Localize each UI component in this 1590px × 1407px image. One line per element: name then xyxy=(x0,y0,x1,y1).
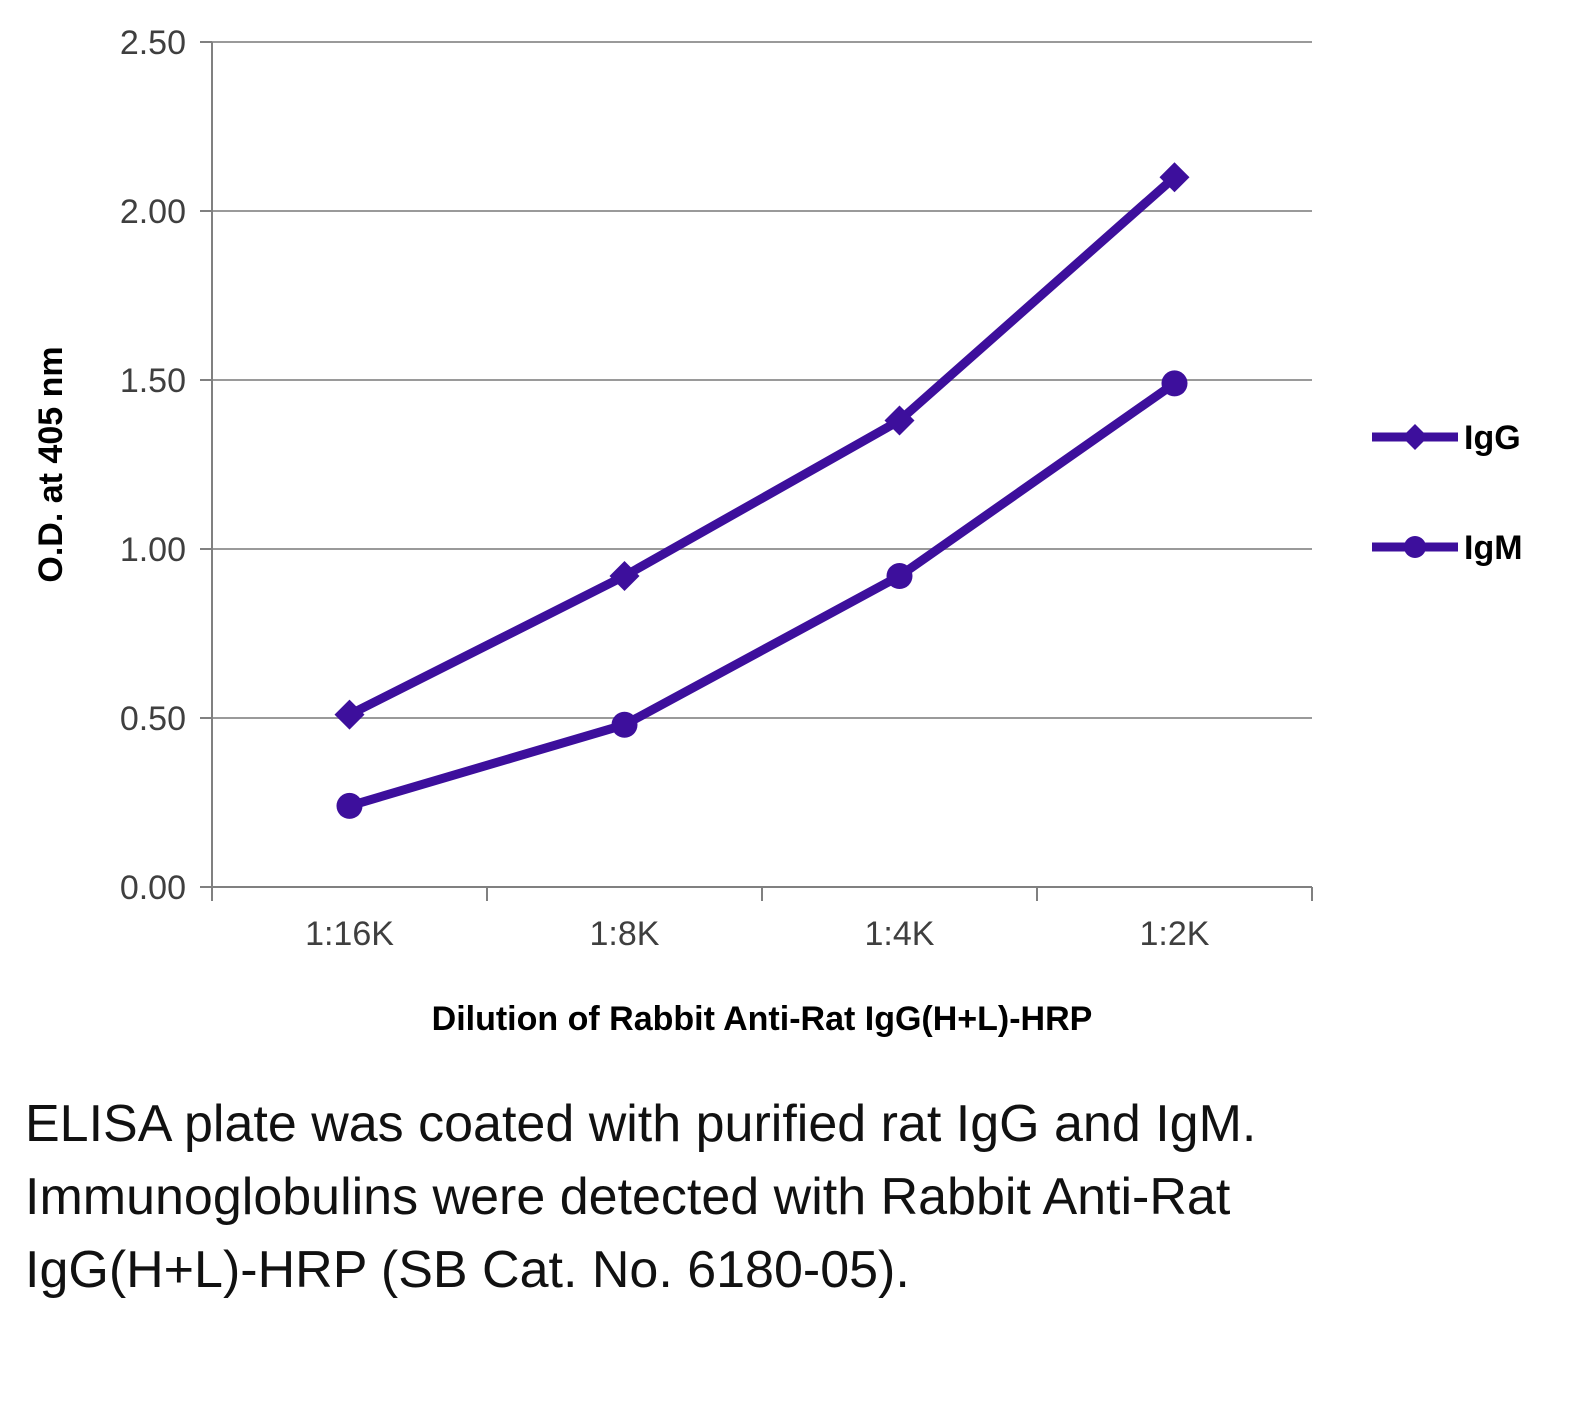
circle-marker-icon xyxy=(886,563,913,590)
diamond-marker-icon xyxy=(1402,424,1428,450)
circle-marker-icon xyxy=(1161,370,1188,397)
y-tick-label: 2.50 xyxy=(120,24,186,62)
y-tick-label: 1.00 xyxy=(120,531,186,569)
figure-caption: ELISA plate was coated with purified rat… xyxy=(25,1095,1286,1299)
x-tick-label: 1:2K xyxy=(1140,915,1210,953)
legend-label-igg: IgG xyxy=(1464,419,1521,457)
y-tick-label: 1.50 xyxy=(120,362,186,400)
circle-marker-icon xyxy=(336,792,363,819)
y-axis-title: O.D. at 405 nm xyxy=(32,346,70,582)
y-tick-label: 0.50 xyxy=(120,700,186,738)
y-tick-label: 0.00 xyxy=(120,869,186,907)
elisa-line-chart: 0.00 0.50 1.00 1.50 2.00 2.50 1:16K 1:8K 1:4K 1:2… xyxy=(32,24,1523,1038)
y-tick-label: 2.00 xyxy=(120,193,186,231)
diamond-marker-icon xyxy=(1159,162,1190,193)
x-tick-label: 1:4K xyxy=(865,915,935,953)
legend-label-igm: IgM xyxy=(1464,529,1523,567)
x-tick-label: 1:8K xyxy=(590,915,660,953)
diamond-marker-icon xyxy=(334,699,365,730)
series-line-igm xyxy=(345,378,1179,811)
diamond-marker-icon xyxy=(884,405,915,436)
x-tick-label: 1:16K xyxy=(305,915,394,953)
circle-marker-icon xyxy=(611,711,638,738)
series-line-igg xyxy=(345,172,1179,720)
circle-marker-icon xyxy=(1404,536,1426,558)
x-axis-title: Dilution of Rabbit Anti-Rat IgG(H+L)-HRP xyxy=(432,1000,1093,1038)
diamond-marker-icon xyxy=(609,561,640,592)
